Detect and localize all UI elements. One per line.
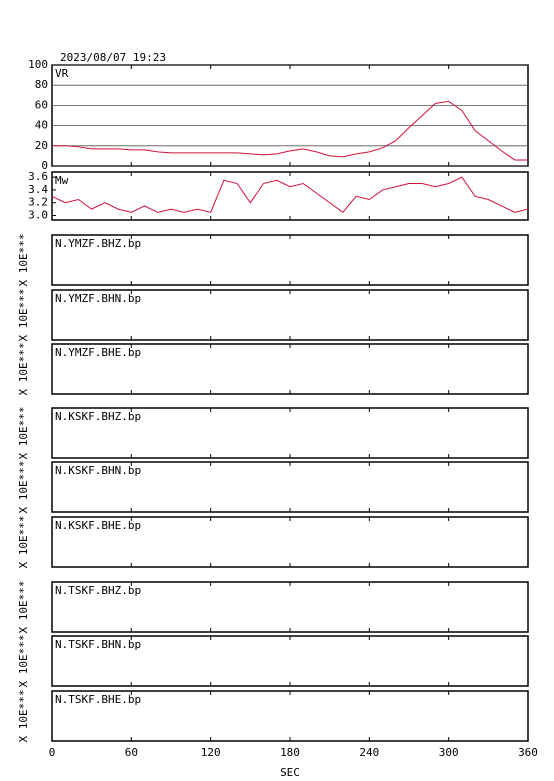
- panel-ylabel: X 10E***: [17, 635, 30, 688]
- x-tick-label: 240: [359, 746, 379, 759]
- panel-ylabel: X 10E***: [17, 407, 30, 460]
- panel-ylabel: X 10E***: [17, 690, 30, 743]
- y-tick-label: 3.6: [28, 170, 48, 183]
- data-line: [52, 100, 528, 161]
- panel-label: N.YMZF.BHE.bp: [55, 346, 141, 359]
- panel-ylabel: X 10E***: [17, 581, 30, 634]
- panel-label: Mw: [55, 174, 69, 187]
- x-tick-label: 120: [201, 746, 221, 759]
- panel-label: N.TSKF.BHN.bp: [55, 638, 141, 651]
- panel-ylabel: X 10E***: [17, 461, 30, 514]
- x-tick-label: 300: [439, 746, 459, 759]
- x-tick-label: 0: [49, 746, 56, 759]
- data-line: [51, 176, 529, 214]
- y-tick-label: 3.0: [28, 209, 48, 222]
- x-tick-label: 180: [280, 746, 300, 759]
- panel-ylabel: X 10E***: [17, 516, 30, 569]
- y-tick-label: 60: [35, 98, 48, 111]
- y-tick-label: 0: [41, 159, 48, 172]
- panel-label: N.TSKF.BHE.bp: [55, 693, 141, 706]
- y-tick-label: 3.4: [28, 183, 48, 196]
- x-tick-label: 360: [518, 746, 538, 759]
- y-tick-label: 80: [35, 78, 48, 91]
- y-tick-label: 3.2: [28, 196, 48, 209]
- panel-ylabel: X 10E***: [17, 343, 30, 396]
- panel-label: N.KSKF.BHZ.bp: [55, 410, 141, 423]
- panel-label: N.KSKF.BHN.bp: [55, 464, 141, 477]
- panel-label: N.KSKF.BHE.bp: [55, 519, 141, 532]
- figure-title: 2023/08/07 19:23: [60, 51, 166, 64]
- y-tick-label: 40: [35, 119, 48, 132]
- y-tick-label: 100: [28, 58, 48, 71]
- panel-label: N.TSKF.BHZ.bp: [55, 584, 141, 597]
- panel-ylabel: X 10E***: [17, 234, 30, 287]
- y-tick-label: 20: [35, 139, 48, 152]
- x-axis-label: SEC: [280, 766, 300, 779]
- panel-label: N.YMZF.BHZ.bp: [55, 237, 141, 250]
- panel-label: VR: [55, 67, 69, 80]
- panel-label: N.YMZF.BHN.bp: [55, 292, 141, 305]
- panel-ylabel: X 10E***: [17, 289, 30, 342]
- x-tick-label: 60: [125, 746, 138, 759]
